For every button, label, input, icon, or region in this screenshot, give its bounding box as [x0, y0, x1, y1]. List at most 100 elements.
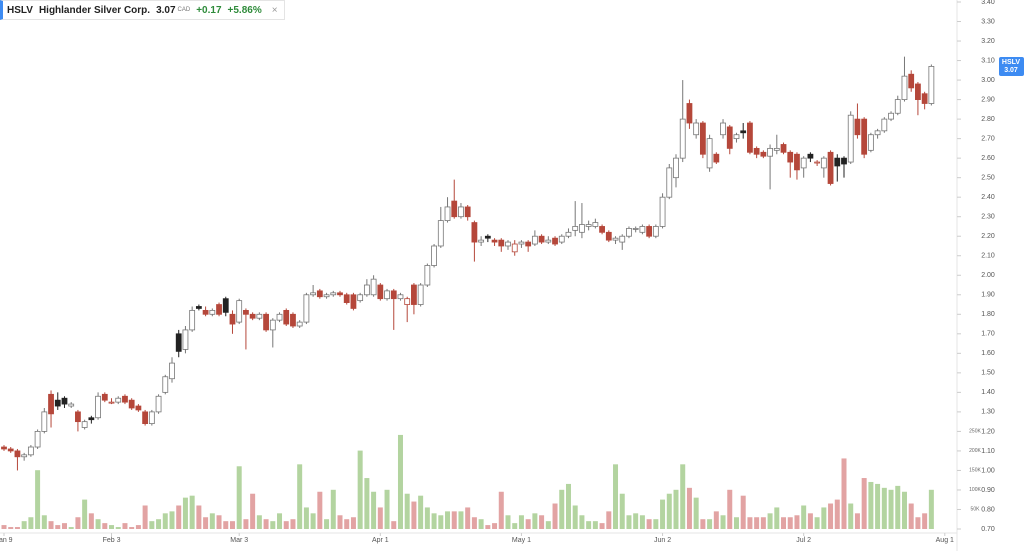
candle-body	[646, 226, 653, 237]
candle-body	[464, 206, 471, 218]
volume-bar	[371, 491, 377, 529]
x-tick-label: May 1	[512, 537, 531, 544]
candle-body	[243, 309, 249, 315]
candle-body	[874, 130, 881, 136]
candle-body	[619, 235, 626, 243]
volume-bar	[586, 521, 592, 529]
y-tick-label: 0.80	[981, 506, 995, 513]
volume-layer	[1, 434, 934, 529]
volume-bar	[458, 511, 464, 529]
volume-bar	[579, 515, 585, 529]
volume-bar	[8, 527, 14, 529]
candle-body	[411, 284, 417, 305]
candle-body	[888, 112, 894, 120]
candle-body	[370, 278, 377, 296]
candle-body	[390, 290, 397, 300]
volume-bar	[377, 507, 383, 529]
candle-body	[169, 362, 175, 380]
candle-body	[135, 405, 142, 411]
volume-bar	[727, 489, 733, 529]
candle-body	[605, 231, 612, 241]
y-tick-label: 2.40	[981, 194, 995, 201]
candle-body	[61, 397, 68, 405]
volume-bar	[834, 499, 840, 529]
volume-bar	[182, 497, 188, 529]
volume-bar	[660, 499, 666, 529]
volume-bar	[82, 499, 88, 529]
volume-bar	[760, 517, 766, 529]
candle-body	[820, 157, 827, 169]
volume-bar	[229, 521, 235, 529]
volume-bar	[142, 505, 148, 529]
candle-body	[666, 167, 673, 198]
candle-body	[599, 226, 605, 233]
candle-body	[323, 294, 330, 298]
volume-bar	[646, 519, 652, 529]
candle-body	[726, 126, 733, 149]
volume-bar	[35, 470, 41, 529]
volume-bar	[532, 513, 538, 529]
volume-bar	[384, 489, 390, 529]
candle-body	[303, 294, 310, 323]
volume-bar	[485, 525, 491, 529]
volume-bar	[700, 519, 706, 529]
candle-body	[155, 395, 162, 413]
change: +0.17	[196, 4, 222, 16]
change-percent: +5.86%	[227, 4, 262, 16]
candle-body	[525, 241, 532, 247]
y-tick-label: 1.20	[981, 428, 995, 435]
candle-body	[14, 450, 21, 458]
candle-body	[847, 114, 854, 163]
candle-body	[175, 333, 182, 352]
price-tag	[999, 57, 1024, 76]
candle-body	[558, 235, 565, 243]
volume-bar	[411, 501, 417, 529]
company-name: Highlander Silver Corp.	[38, 4, 151, 16]
volume-bar	[599, 523, 605, 529]
volume-bar	[781, 517, 787, 529]
candle-body	[290, 313, 296, 327]
candle-body	[75, 411, 81, 423]
volume-bar	[854, 513, 860, 529]
volume-bar	[297, 464, 303, 529]
candle-body	[827, 151, 834, 184]
legend-header: HSLV Highlander Silver Corp. 3.07 CAD +0…	[0, 0, 285, 20]
candle-body	[95, 395, 101, 419]
volume-bar	[928, 489, 934, 529]
y-tick-label: 2.00	[981, 272, 995, 279]
volume-bar	[821, 507, 827, 529]
candle-body	[216, 304, 222, 315]
candle-body	[384, 290, 390, 300]
candle-body	[612, 237, 619, 241]
volume-bar	[471, 517, 477, 529]
y-tick-label: 1.80	[981, 311, 995, 318]
candle-body	[834, 157, 841, 167]
volume-bar	[95, 519, 101, 529]
volume-bar	[619, 493, 625, 529]
x-tick-label: Jan 9	[0, 537, 13, 544]
volume-bar	[135, 525, 141, 529]
volume-bar	[256, 515, 262, 529]
y-tick-label: 3.40	[981, 0, 995, 6]
candle-body	[491, 239, 498, 243]
candle-body	[780, 144, 787, 153]
candle-body	[276, 313, 283, 321]
volume-bar	[895, 485, 901, 529]
candle-body	[639, 226, 646, 233]
volume-bar	[109, 525, 115, 529]
candle-body	[27, 446, 34, 456]
volume-bar	[223, 521, 229, 529]
volume-bar	[465, 507, 471, 529]
x-tick-label: Apr 1	[372, 537, 389, 544]
y-tick-label: 1.40	[981, 389, 995, 396]
y-tick-label: 3.30	[981, 18, 995, 25]
volume-bar	[176, 505, 182, 529]
volume-tick-label: 100K	[969, 487, 981, 493]
axes: 3.40 3.30 3.20 3.10 3.00 2.90 2.80 2.70 2.60 2.50…	[0, 0, 995, 544]
candle-body	[195, 306, 202, 309]
candle-body	[316, 290, 323, 298]
volume-bar	[592, 521, 598, 529]
candle-body	[861, 118, 868, 155]
candle-body	[122, 395, 128, 403]
close-button[interactable]: ×	[271, 4, 278, 16]
